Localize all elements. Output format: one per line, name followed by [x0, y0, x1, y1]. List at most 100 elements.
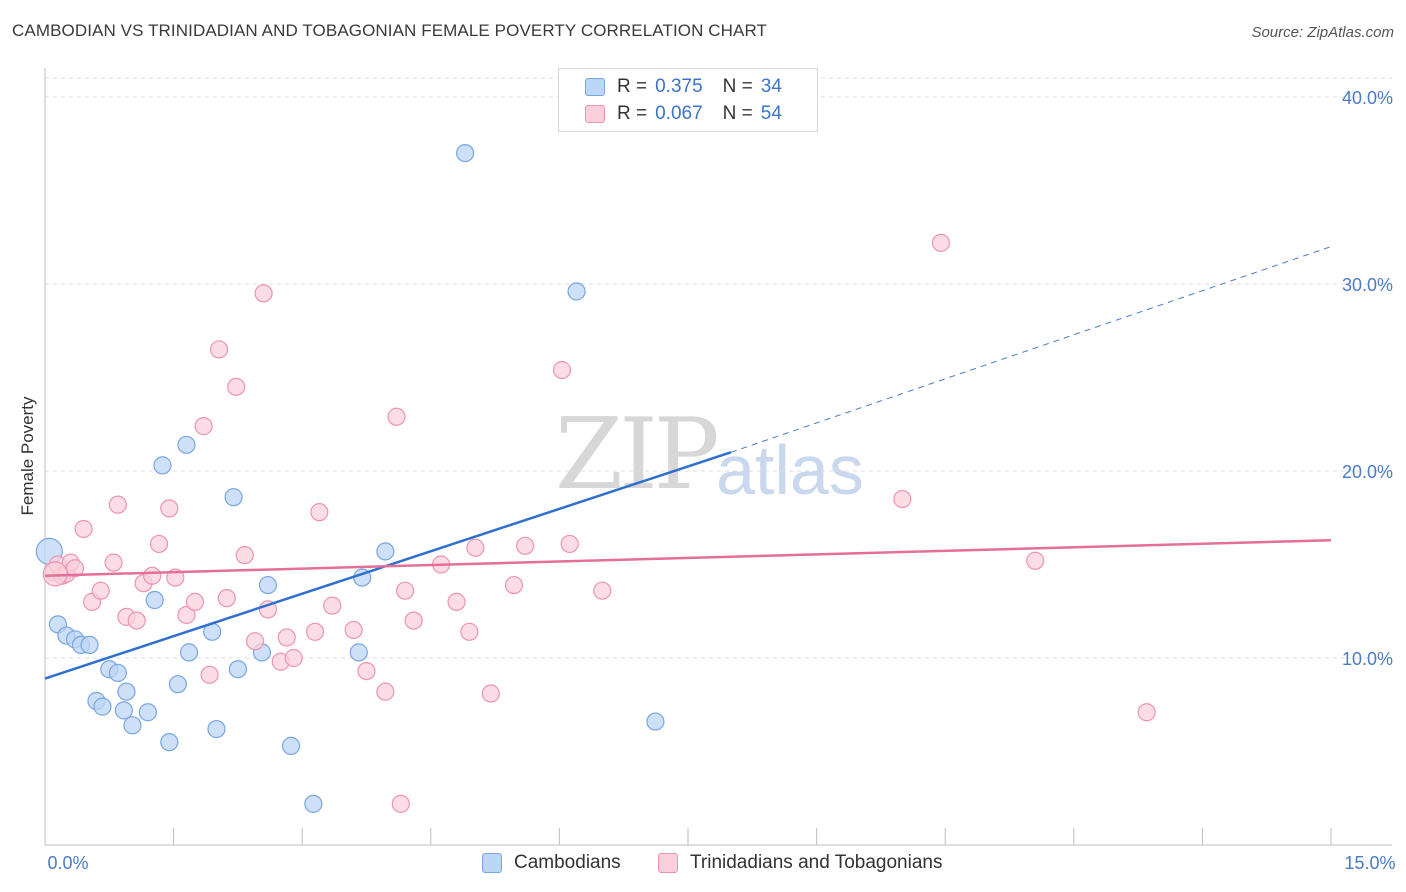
trinidadian-point	[357, 661, 376, 681]
trinidadian-point	[466, 538, 485, 557]
trinidadian-point	[217, 589, 236, 608]
trinidadian-point	[104, 553, 123, 572]
legend-r-value-trinidadians: 0.067	[655, 103, 703, 124]
trinidadian-point	[1026, 551, 1045, 570]
trinidadian-point	[323, 596, 342, 615]
trinidadian-point	[200, 665, 219, 684]
trinidadian-point	[284, 648, 303, 668]
trinidadian-point	[310, 503, 329, 522]
bottom-legend-label-trinidadians: Trinidadians and Tobagonians	[690, 852, 943, 873]
trinidadian-point	[42, 561, 68, 587]
x-tick-label-min: 0.0%	[47, 853, 88, 873]
x-tick-label-max: 15.0%	[1344, 853, 1395, 873]
cambodian-point	[304, 794, 323, 813]
cambodian-point	[117, 682, 136, 701]
chart-title: CAMBODIAN VS TRINIDADIAN AND TOBAGONIAN …	[12, 21, 768, 40]
cambodian-point	[93, 697, 112, 716]
cambodian-point	[207, 719, 226, 739]
trinidadian-point	[149, 534, 169, 554]
y-tick-label: 40.0%	[1342, 88, 1393, 108]
cambodian-point	[123, 716, 142, 735]
cambodian-point	[224, 488, 243, 507]
y-tick-label: 30.0%	[1342, 275, 1393, 295]
bottom-legend-swatch-cambodians	[482, 853, 502, 873]
cambodian-point	[177, 435, 196, 454]
trinidadian-point	[235, 546, 254, 565]
cambodian-point	[281, 736, 301, 755]
cambodian-point	[108, 663, 127, 683]
trinidadian-point	[1137, 703, 1156, 722]
trinidadian-point	[227, 377, 246, 396]
cambodian-trend-extension	[730, 246, 1332, 453]
trinidadian-point	[481, 684, 500, 703]
legend-r-label: R =	[617, 76, 648, 97]
legend-row-trinidadians: R = 0.067 N = 54	[585, 102, 782, 126]
trinidadian-point	[893, 489, 912, 509]
trinidadian-point	[254, 284, 273, 303]
trinidadian-point	[387, 407, 406, 426]
bottom-legend-cambodians: Cambodians	[482, 852, 621, 874]
legend-n-label: N =	[722, 76, 753, 97]
trinidadian-point	[391, 794, 410, 813]
chart-source: Source: ZipAtlas.com	[1251, 24, 1394, 41]
trinidadian-point	[376, 682, 395, 701]
bottom-legend-label-cambodians: Cambodians	[514, 852, 621, 873]
trinidadian-point	[177, 605, 196, 625]
trinidadian-point	[74, 519, 93, 539]
cambodian-point	[258, 575, 278, 595]
trinidadian-trend-line	[44, 538, 1332, 577]
legend-swatch-cambodians	[585, 78, 605, 96]
bottom-legend-swatch-trinidadians	[658, 853, 678, 873]
y-tick-label: 20.0%	[1342, 462, 1393, 482]
cambodian-point	[228, 660, 247, 679]
cambodian-point	[455, 144, 475, 163]
trinidadian-point	[194, 417, 213, 436]
trinidadian-point	[127, 611, 146, 630]
trinidadian-point	[91, 581, 110, 600]
legend-swatch-trinidadians	[585, 105, 605, 123]
trinidadian-point	[395, 581, 415, 600]
y-axis-label: Female Poverty	[18, 396, 37, 516]
cambodian-point	[138, 703, 157, 722]
trinidadian-point	[245, 632, 265, 651]
cambodian-point	[567, 282, 586, 301]
cambodian-point	[646, 712, 665, 731]
trinidadian-point	[160, 499, 179, 518]
legend-n-label: N =	[722, 103, 753, 124]
cambodian-point	[153, 456, 172, 475]
legend-row-cambodians: R = 0.375 N = 34	[585, 75, 782, 99]
cambodian-point	[349, 643, 368, 662]
trinidadian-point	[593, 581, 612, 600]
cambodian-point	[145, 590, 164, 610]
trinidadian-point	[404, 611, 423, 630]
bottom-legend-trinidadians: Trinidadians and Tobagonians	[658, 852, 942, 874]
watermark-zip: ZIP	[555, 398, 720, 512]
y-tick-label: 10.0%	[1342, 649, 1393, 669]
watermark-atlas: atlas	[716, 431, 864, 509]
trinidadian-point	[447, 592, 466, 612]
trinidadian-point	[108, 495, 127, 514]
cambodian-point	[179, 643, 199, 662]
cambodian-point	[376, 542, 395, 561]
legend-n-value-cambodians: 34	[760, 76, 782, 97]
trinidadian-point	[931, 233, 951, 252]
trinidadian-point	[344, 620, 363, 640]
trinidadian-point	[560, 534, 579, 554]
cambodian-point	[80, 635, 99, 655]
trinidadian-point	[552, 360, 572, 380]
cambodian-point	[114, 701, 133, 720]
trinidadian-point	[305, 622, 325, 641]
cambodian-point	[160, 733, 179, 752]
trinidadian-point	[143, 566, 162, 585]
trinidadian-point	[277, 628, 296, 647]
trinidadian-point	[460, 622, 479, 641]
trinidadian-point	[209, 340, 229, 359]
correlation-legend: R = 0.375 N = 34 R = 0.067 N = 54	[558, 68, 818, 132]
legend-n-value-trinidadians: 54	[760, 103, 782, 124]
trinidadian-point	[516, 536, 535, 555]
cambodian-point	[168, 675, 187, 694]
legend-r-label: R =	[617, 103, 648, 124]
legend-r-value-cambodians: 0.375	[655, 76, 703, 97]
trinidadian-point	[504, 575, 524, 595]
